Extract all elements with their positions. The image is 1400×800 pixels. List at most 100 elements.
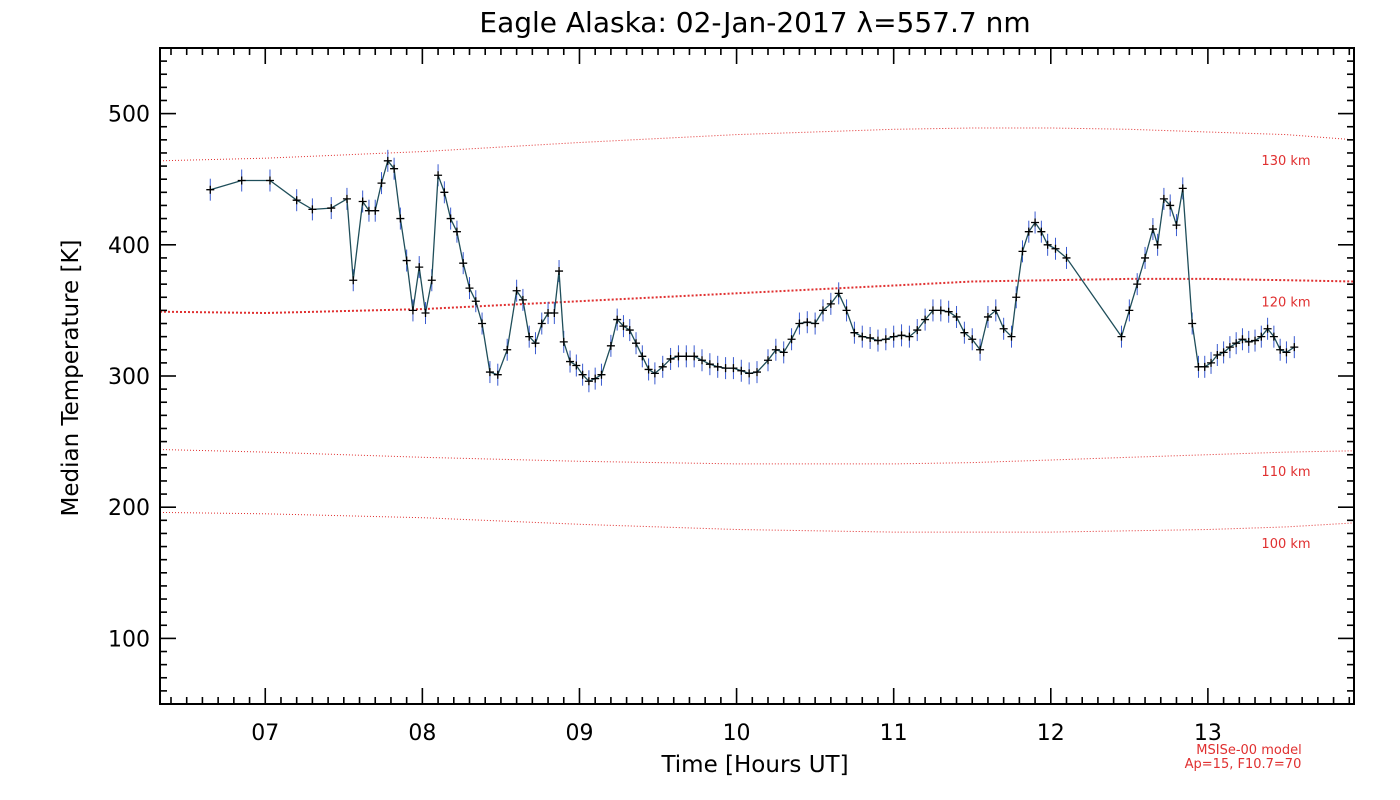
data-point [866, 333, 875, 342]
model-line [159, 449, 1355, 465]
data-point [666, 354, 675, 363]
data-point [1133, 280, 1142, 289]
data-point [578, 370, 587, 379]
data-point [465, 284, 474, 293]
data-point [650, 369, 659, 378]
data-point [396, 214, 405, 223]
data-point [737, 366, 746, 375]
data-point [881, 335, 890, 344]
data-point [753, 368, 761, 377]
data-point [763, 356, 772, 365]
data-point [999, 324, 1008, 333]
x-axis-ticks [170, 48, 1351, 704]
data-point [690, 352, 699, 361]
model-lines [159, 127, 1355, 533]
data-point [1062, 253, 1071, 262]
data-point [1031, 218, 1040, 227]
data-point [421, 309, 430, 318]
y-tick-label: 300 [108, 365, 150, 390]
data-point [779, 348, 788, 357]
data-point [1159, 194, 1168, 203]
data-point [342, 194, 351, 203]
error-bars [209, 149, 1295, 393]
data-point [550, 309, 559, 318]
data-point [858, 332, 867, 341]
x-tick-label: 12 [1037, 721, 1065, 746]
data-point [531, 339, 540, 348]
data-point [1012, 293, 1021, 302]
data-point [745, 369, 754, 378]
temperature-line [210, 159, 1295, 382]
data-point [1200, 362, 1209, 371]
data-point [584, 377, 593, 386]
data-point [613, 315, 622, 324]
model-labels: 130 km 120 km 110 km 100 km [1261, 154, 1310, 552]
data-point [905, 332, 914, 341]
data-point [889, 332, 898, 341]
y-tick-label: 100 [108, 627, 150, 652]
data-point [638, 352, 647, 361]
data-point [721, 364, 730, 373]
data-point [936, 306, 945, 315]
data-point [327, 204, 336, 213]
model-annotation: MSISe-00 model [1196, 743, 1301, 758]
data-point [729, 364, 738, 373]
data-point [1178, 184, 1187, 193]
data-point [459, 259, 468, 268]
data-point [471, 297, 480, 306]
data-point [787, 335, 796, 344]
data-point [440, 188, 449, 197]
data-point [1148, 225, 1157, 234]
data-point [371, 206, 380, 215]
data-point [1051, 244, 1060, 253]
data-point [1213, 351, 1222, 360]
data-point [518, 295, 527, 304]
data-point [1024, 227, 1033, 236]
data-point [408, 306, 417, 315]
data-point [1207, 358, 1216, 367]
data-markers [206, 156, 1299, 386]
data-point [349, 276, 358, 285]
data-point [206, 185, 215, 194]
data-point [390, 164, 399, 173]
data-point [478, 319, 487, 328]
model-line [159, 511, 1355, 533]
data-point [826, 299, 835, 308]
data-point [619, 322, 628, 331]
data-point [873, 336, 882, 345]
data-point [960, 328, 969, 337]
data-point [566, 357, 575, 366]
data-point [1269, 332, 1278, 341]
data-point [415, 263, 424, 272]
data-point [625, 326, 634, 335]
y-tick-labels: 100 200 300 400 500 [108, 103, 150, 653]
x-tick-labels: 07 08 09 10 11 12 13 [251, 721, 1222, 746]
data-point [818, 306, 827, 315]
data-point [265, 176, 274, 185]
data-point [983, 312, 992, 321]
data-point [1188, 319, 1197, 328]
y-axis-ticks [160, 47, 1354, 692]
x-axis-label: Time [Hours UT] [660, 752, 848, 778]
data-point [1043, 240, 1052, 249]
data-point [555, 267, 564, 276]
data-point [1125, 306, 1134, 315]
data-point [1018, 247, 1027, 256]
data-point [434, 171, 443, 180]
data-point [525, 332, 534, 341]
data-point [512, 286, 521, 295]
data-point [452, 227, 461, 236]
data-point [503, 345, 512, 354]
data-point [1153, 240, 1162, 249]
data-point [1225, 343, 1234, 352]
data-point [632, 339, 641, 348]
data-point [913, 326, 922, 335]
model-line-label: 120 km [1261, 296, 1310, 311]
data-point [1257, 332, 1266, 341]
model-line [159, 277, 1355, 315]
data-point [952, 312, 961, 321]
data-point [493, 370, 502, 379]
x-tick-label: 09 [565, 721, 593, 746]
data-point [485, 368, 494, 377]
